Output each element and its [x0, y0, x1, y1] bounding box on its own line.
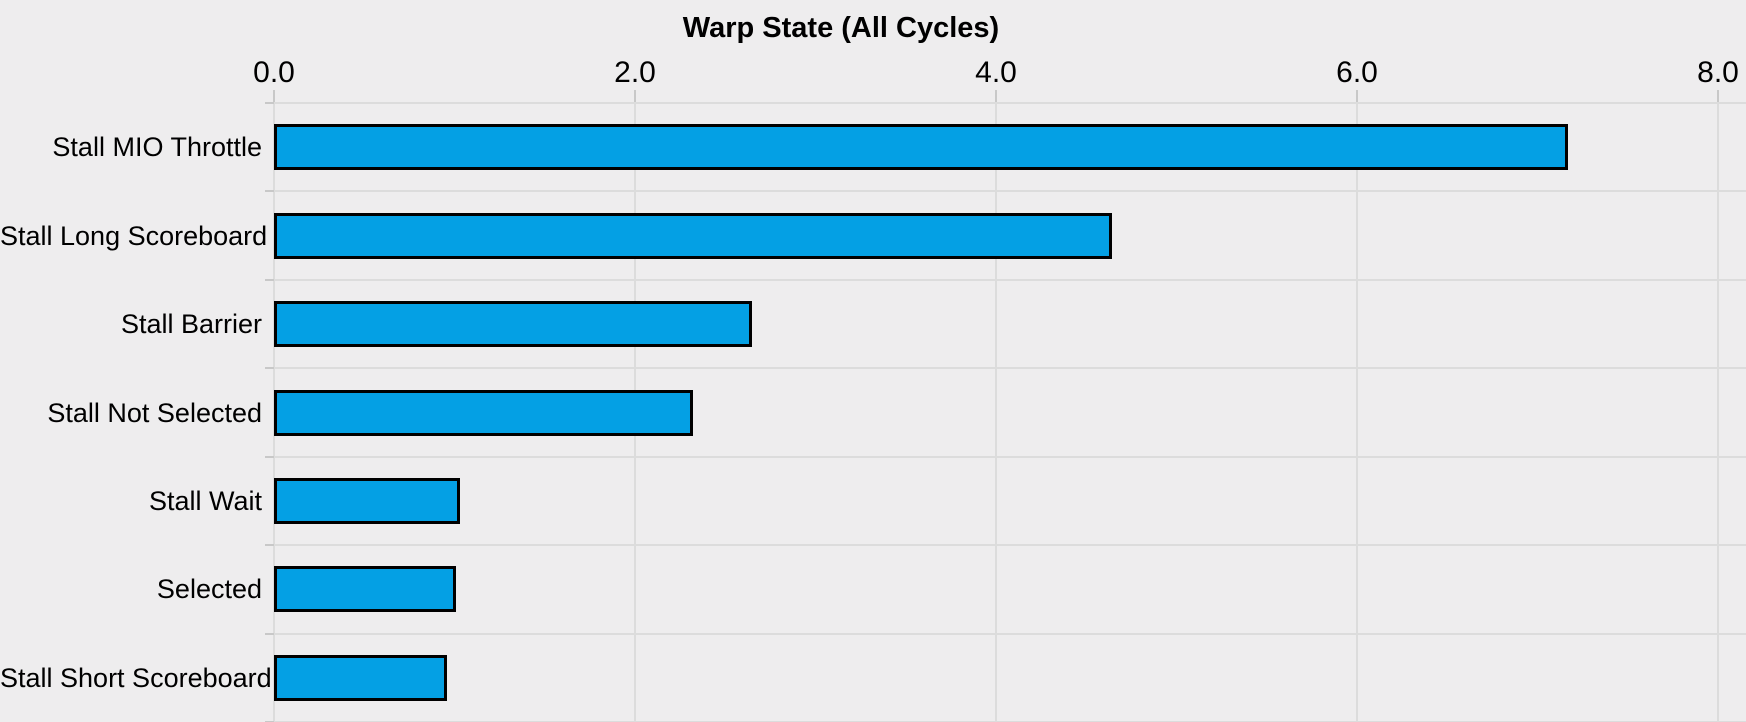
gridline-x-6.0 — [1356, 103, 1358, 722]
bar-stall-long-scoreboard — [274, 212, 1112, 259]
category-label-stall-not-selected: Stall Not Selected — [47, 397, 262, 428]
x-tick-label-8.0: 8.0 — [1697, 56, 1739, 89]
category-label-stall-mio-throttle: Stall MIO Throttle — [52, 132, 262, 163]
y-tick-mark-2 — [265, 278, 274, 281]
x-tick-mark-4.0 — [995, 90, 997, 103]
category-label-stall-short-scoreboard: Stall Short Scoreboard — [0, 662, 272, 693]
x-tick-label-6.0: 6.0 — [1336, 56, 1378, 89]
category-label-stall-barrier: Stall Barrier — [120, 309, 262, 340]
gridline-row-boundary-2 — [274, 278, 1746, 281]
y-tick-mark-5 — [265, 544, 274, 547]
bar-stall-short-scoreboard — [274, 654, 448, 701]
y-tick-mark-4 — [265, 455, 274, 458]
bar-selected — [274, 566, 457, 613]
bar-stall-mio-throttle — [274, 124, 1569, 171]
gridline-x-8.0 — [1717, 103, 1719, 722]
x-tick-mark-6.0 — [1356, 90, 1358, 103]
bar-stall-wait — [274, 477, 460, 524]
y-tick-mark-3 — [265, 367, 274, 370]
category-label-stall-wait: Stall Wait — [148, 485, 262, 516]
category-label-selected: Selected — [156, 574, 262, 605]
gridline-row-boundary-6 — [274, 632, 1746, 635]
x-tick-label-0.0: 0.0 — [253, 56, 295, 89]
y-tick-mark-6 — [265, 632, 274, 635]
chart-title: Warp State (All Cycles) — [682, 12, 1000, 44]
gridline-row-boundary-5 — [274, 544, 1746, 547]
y-tick-mark-1 — [265, 190, 274, 193]
gridline-row-boundary-0 — [274, 102, 1746, 104]
bar-stall-barrier — [274, 301, 753, 348]
gridline-row-boundary-3 — [274, 367, 1746, 370]
bar-stall-not-selected — [274, 389, 693, 436]
x-tick-label-4.0: 4.0 — [975, 56, 1017, 89]
gridline-x-4.0 — [995, 103, 997, 722]
category-label-stall-long-scoreboard: Stall Long Scoreboard — [0, 220, 268, 251]
x-tick-mark-8.0 — [1717, 90, 1719, 103]
x-tick-mark-0.0 — [273, 90, 275, 103]
y-tick-mark-0 — [265, 102, 274, 104]
gridline-row-boundary-1 — [274, 190, 1746, 193]
gridline-row-boundary-4 — [274, 455, 1746, 458]
x-tick-label-2.0: 2.0 — [614, 56, 656, 89]
x-tick-mark-2.0 — [634, 90, 636, 103]
